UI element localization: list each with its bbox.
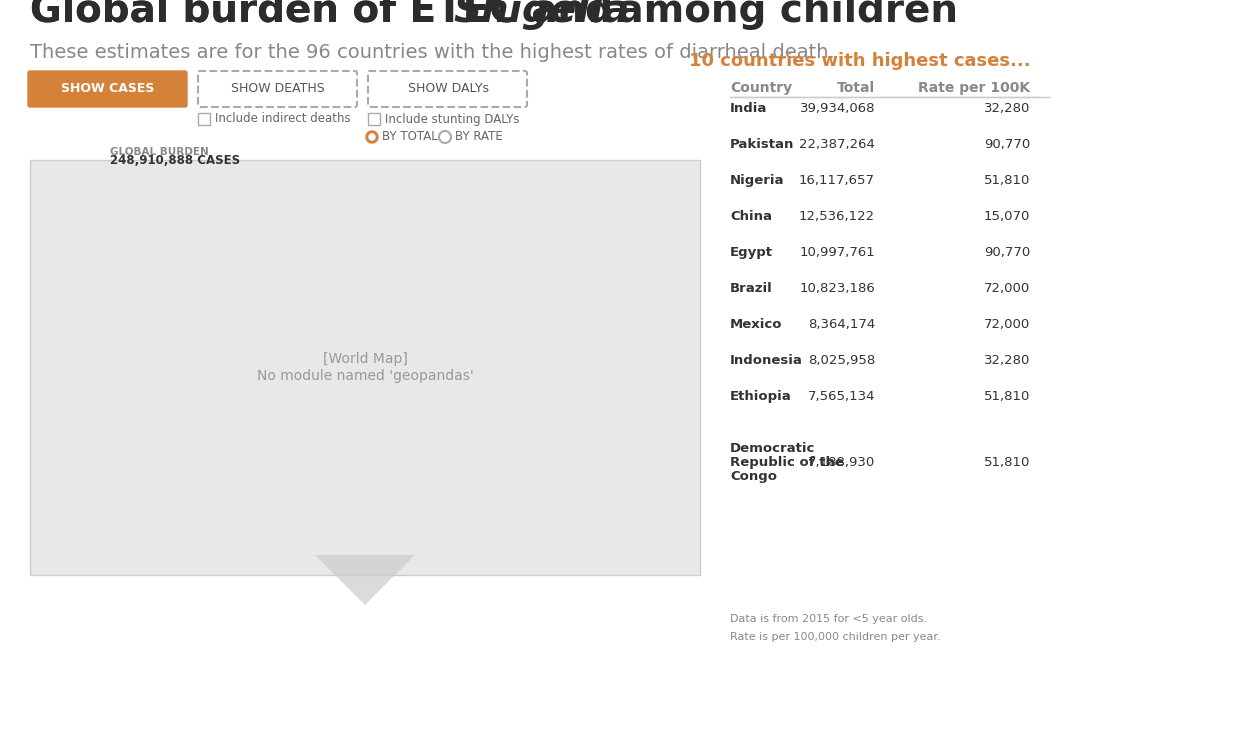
Bar: [478, 163, 501, 175]
Bar: [340, 163, 363, 175]
Text: 32,280: 32,280: [983, 354, 1030, 367]
Text: Global burden of ETEC and: Global burden of ETEC and: [30, 0, 626, 30]
Bar: [571, 163, 594, 175]
Text: Ethiopia: Ethiopia: [730, 390, 792, 403]
Text: Mexico: Mexico: [730, 318, 783, 331]
Text: 8,364,174: 8,364,174: [808, 318, 876, 331]
Text: Rate is per 100,000 children per year.: Rate is per 100,000 children per year.: [730, 632, 941, 642]
Bar: [409, 163, 432, 175]
Text: [World Map]
No module named 'geopandas': [World Map] No module named 'geopandas': [257, 353, 473, 383]
Bar: [593, 163, 616, 175]
Text: These estimates are for the 96 countries with the highest rates of diarrheal dea: These estimates are for the 96 countries…: [30, 43, 835, 62]
Bar: [501, 163, 525, 175]
Text: 10,997,761: 10,997,761: [799, 246, 876, 259]
Text: Democratic: Democratic: [730, 442, 815, 455]
Text: Include indirect deaths: Include indirect deaths: [215, 112, 351, 126]
Text: Indonesia: Indonesia: [730, 354, 803, 367]
Text: Brazil: Brazil: [730, 282, 773, 295]
Text: 51,810: 51,810: [983, 456, 1030, 469]
Bar: [363, 163, 387, 175]
Circle shape: [369, 134, 375, 140]
Text: India: India: [730, 102, 767, 115]
Polygon shape: [315, 555, 415, 605]
Text: 32,280: 32,280: [983, 102, 1030, 115]
Text: BY TOTAL: BY TOTAL: [382, 131, 437, 144]
Text: Country: Country: [730, 81, 792, 95]
Text: Total: Total: [837, 81, 876, 95]
Bar: [368, 113, 380, 125]
Text: China: China: [730, 210, 772, 223]
Circle shape: [366, 131, 378, 143]
Bar: [30, 160, 700, 575]
Text: 72,000: 72,000: [984, 282, 1030, 295]
FancyBboxPatch shape: [28, 71, 186, 107]
Text: 12,536,122: 12,536,122: [799, 210, 876, 223]
Text: 7,565,134: 7,565,134: [808, 390, 876, 403]
FancyBboxPatch shape: [198, 71, 357, 107]
Text: Data is from 2015 for <5 year olds.: Data is from 2015 for <5 year olds.: [730, 614, 927, 624]
Text: 10,823,186: 10,823,186: [799, 282, 876, 295]
Text: 16,117,657: 16,117,657: [799, 174, 876, 187]
Bar: [317, 163, 341, 175]
Text: Global burden of ETEC and: Global burden of ETEC and: [30, 0, 626, 30]
Text: 51,810: 51,810: [983, 390, 1030, 403]
Text: Egypt: Egypt: [730, 246, 773, 259]
Text: BY RATE: BY RATE: [454, 131, 503, 144]
Text: among children: among children: [604, 0, 958, 30]
Text: GLOBAL BURDEN: GLOBAL BURDEN: [110, 147, 209, 157]
Text: Rate per 100K: Rate per 100K: [918, 81, 1030, 95]
Bar: [225, 163, 248, 175]
Bar: [270, 163, 294, 175]
Bar: [662, 163, 685, 175]
Bar: [198, 113, 210, 125]
Bar: [524, 163, 547, 175]
Text: 90,770: 90,770: [984, 138, 1030, 151]
Text: 248,910,888 CASES: 248,910,888 CASES: [110, 154, 240, 167]
Text: SHOW CASES: SHOW CASES: [62, 82, 154, 96]
Bar: [30, 160, 700, 575]
Text: SHOW DALYs: SHOW DALYs: [408, 82, 489, 96]
Text: Congo: Congo: [730, 470, 777, 483]
Text: Pakistan: Pakistan: [730, 138, 794, 151]
Bar: [387, 163, 410, 175]
Text: Global burden of ETEC and: Global burden of ETEC and: [30, 0, 626, 30]
Bar: [547, 163, 571, 175]
Text: Shigella: Shigella: [453, 0, 630, 30]
Text: 22,387,264: 22,387,264: [799, 138, 876, 151]
Text: Republic of the: Republic of the: [730, 456, 844, 469]
Text: SHOW DEATHS: SHOW DEATHS: [231, 82, 325, 96]
Text: 51,810: 51,810: [983, 174, 1030, 187]
Text: 90,770: 90,770: [984, 246, 1030, 259]
Bar: [616, 163, 640, 175]
Text: 15,070: 15,070: [983, 210, 1030, 223]
Bar: [638, 163, 662, 175]
Bar: [248, 163, 272, 175]
Bar: [432, 163, 456, 175]
Bar: [294, 163, 317, 175]
Text: 10 countries with highest cases...: 10 countries with highest cases...: [689, 52, 1031, 70]
Bar: [454, 163, 478, 175]
Text: 8,025,958: 8,025,958: [808, 354, 876, 367]
Text: 72,000: 72,000: [984, 318, 1030, 331]
Text: Nigeria: Nigeria: [730, 174, 784, 187]
Text: 7,188,930: 7,188,930: [808, 456, 876, 469]
Circle shape: [438, 131, 451, 143]
FancyBboxPatch shape: [368, 71, 527, 107]
Text: 39,934,068: 39,934,068: [799, 102, 876, 115]
Text: Include stunting DALYs: Include stunting DALYs: [385, 112, 520, 126]
